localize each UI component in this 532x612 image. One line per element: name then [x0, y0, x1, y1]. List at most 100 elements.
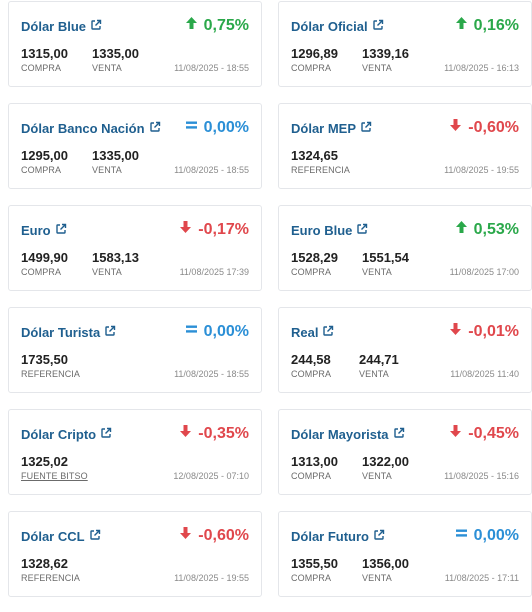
quote-card: Dólar MEP -0,60% 1324,65 REFERENCIA 11/08/20… [278, 103, 532, 189]
quote-values: 1324,65 REFERENCIA [291, 148, 374, 175]
external-link-icon[interactable] [89, 529, 101, 544]
quote-title-link[interactable]: Dólar Turista [21, 325, 116, 340]
quote-title: Dólar Banco Nación [21, 121, 145, 136]
quote-title-link[interactable]: Dólar Banco Nación [21, 121, 161, 136]
arrow-down-icon [449, 118, 462, 137]
external-link-icon[interactable] [104, 325, 116, 340]
quote-values: 1499,90 COMPRA 1583,13 VENTA [21, 250, 163, 277]
updated-timestamp: 11/08/2025 17:00 [449, 267, 519, 277]
updated-timestamp: 11/08/2025 - 19:55 [444, 165, 519, 175]
change-indicator: -0,01% [449, 322, 519, 341]
quote-number: 1583,13 [92, 250, 139, 265]
quote-title-link[interactable]: Real [291, 325, 334, 340]
change-percent: 0,16% [473, 16, 519, 34]
quote-title-link[interactable]: Dólar Mayorista [291, 427, 405, 442]
quote-number: 1335,00 [92, 148, 139, 163]
change-indicator: 0,75% [185, 16, 249, 35]
updated-timestamp: 11/08/2025 - 18:55 [174, 165, 249, 175]
quote-value: 244,58 COMPRA [291, 352, 335, 379]
quote-number: 244,58 [291, 352, 331, 367]
quote-label: VENTA [362, 471, 392, 481]
quote-title-link[interactable]: Euro Blue [291, 223, 368, 238]
change-percent: 0,00% [203, 118, 249, 136]
arrow-down-icon [449, 322, 462, 341]
quote-number: 1551,54 [362, 250, 409, 265]
quote-value: 1583,13 VENTA [92, 250, 139, 277]
equal-icon [185, 118, 198, 137]
quote-value: 1322,00 VENTA [362, 454, 409, 481]
quote-value: 1356,00 VENTA [362, 556, 409, 583]
quote-title-link[interactable]: Dólar Futuro [291, 529, 385, 544]
change-percent: 0,75% [203, 16, 249, 34]
quote-card: Dólar Turista 0,00% 1735,50 REFERENCIA 11/08… [8, 307, 262, 393]
quote-values: 244,58 COMPRA 244,71 VENTA [291, 352, 427, 379]
quote-card: Euro -0,17% 1499,90 COMPRA 1583,13 VENTA 11/08… [8, 205, 262, 291]
quote-value: 1324,65 REFERENCIA [291, 148, 350, 175]
quote-number: 1295,00 [21, 148, 68, 163]
change-indicator: -0,60% [179, 526, 249, 545]
arrow-up-icon [455, 220, 468, 239]
quote-title: Dólar Futuro [291, 529, 369, 544]
updated-timestamp: 12/08/2025 - 07:10 [173, 471, 249, 481]
quote-card: Dólar Banco Nación 0,00% 1295,00 COMPRA 1335… [8, 103, 262, 189]
quote-label: COMPRA [21, 63, 62, 73]
external-link-icon[interactable] [100, 427, 112, 442]
arrow-down-icon [179, 424, 192, 443]
quote-label: VENTA [92, 165, 122, 175]
quote-value: 1499,90 COMPRA [21, 250, 68, 277]
change-percent: -0,01% [468, 322, 519, 340]
change-percent: -0,60% [468, 118, 519, 136]
change-percent: -0,35% [198, 424, 249, 442]
quote-values: 1325,02 FUENTE BITSO [21, 454, 112, 481]
equal-icon [455, 526, 468, 545]
quote-card: Dólar Oficial 0,16% 1296,89 COMPRA 1339,16 VE… [278, 1, 532, 87]
arrow-down-icon [449, 424, 462, 443]
external-link-icon[interactable] [90, 19, 102, 34]
updated-timestamp: 11/08/2025 17:39 [179, 267, 249, 277]
change-indicator: 0,00% [455, 526, 519, 545]
quote-number: 1355,50 [291, 556, 338, 571]
quote-value: 1325,02 FUENTE BITSO [21, 454, 88, 481]
quote-value: 1296,89 COMPRA [291, 46, 338, 73]
change-percent: 0,53% [473, 220, 519, 238]
quote-title-link[interactable]: Dólar Oficial [291, 19, 384, 34]
change-indicator: 0,53% [455, 220, 519, 239]
external-link-icon[interactable] [393, 427, 405, 442]
quote-title-link[interactable]: Euro [21, 223, 67, 238]
updated-timestamp: 11/08/2025 - 15:16 [444, 471, 519, 481]
external-link-icon[interactable] [322, 325, 334, 340]
quote-title-link[interactable]: Dólar MEP [291, 121, 372, 136]
arrow-down-icon [179, 220, 192, 239]
external-link-icon[interactable] [373, 529, 385, 544]
quote-number: 1322,00 [362, 454, 409, 469]
quote-card: Real -0,01% 244,58 COMPRA 244,71 VENTA 11/08/2… [278, 307, 532, 393]
quote-values: 1295,00 COMPRA 1335,00 VENTA [21, 148, 163, 175]
source-link[interactable]: FUENTE BITSO [21, 471, 88, 481]
external-link-icon[interactable] [360, 121, 372, 136]
quote-values: 1313,00 COMPRA 1322,00 VENTA [291, 454, 433, 481]
quote-card: Dólar Cripto -0,35% 1325,02 FUENTE BITSO 12/… [8, 409, 262, 495]
quote-title: Dólar Blue [21, 19, 87, 34]
external-link-icon[interactable] [149, 121, 161, 136]
quote-title: Dólar Turista [21, 325, 101, 340]
quote-title-link[interactable]: Dólar CCL [21, 529, 101, 544]
quote-values: 1296,89 COMPRA 1339,16 VENTA [291, 46, 433, 73]
quote-title-link[interactable]: Dólar Cripto [21, 427, 112, 442]
quote-value: 1735,50 REFERENCIA [21, 352, 80, 379]
updated-timestamp: 11/08/2025 - 17:11 [444, 573, 519, 583]
quote-label: VENTA [362, 63, 392, 73]
quote-card: Euro Blue 0,53% 1528,29 COMPRA 1551,54 VENTA 1… [278, 205, 532, 291]
external-link-icon[interactable] [372, 19, 384, 34]
quote-title-link[interactable]: Dólar Blue [21, 19, 102, 34]
quote-number: 1325,02 [21, 454, 68, 469]
quote-number: 1499,90 [21, 250, 68, 265]
quote-title: Dólar Oficial [291, 19, 368, 34]
external-link-icon[interactable] [356, 223, 368, 238]
external-link-icon[interactable] [55, 223, 67, 238]
updated-timestamp: 11/08/2025 - 19:55 [174, 573, 249, 583]
quote-value: 1328,62 REFERENCIA [21, 556, 80, 583]
quote-number: 1356,00 [362, 556, 409, 571]
quote-number: 1328,62 [21, 556, 68, 571]
quote-card: Dólar Mayorista -0,45% 1313,00 COMPRA 1322,0… [278, 409, 532, 495]
quote-value: 1315,00 COMPRA [21, 46, 68, 73]
